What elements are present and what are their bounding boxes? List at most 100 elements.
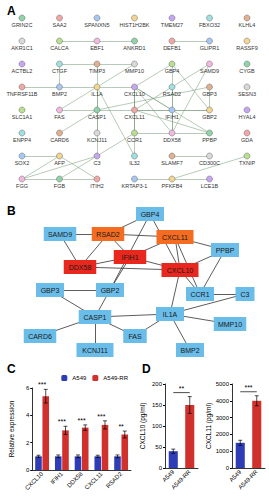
- svg-text:TNFRSF11B: TNFRSF11B: [6, 91, 37, 97]
- svg-text:SLC1A1: SLC1A1: [12, 114, 33, 120]
- svg-text:A549-RR: A549-RR: [103, 375, 128, 381]
- svg-text:GBP2: GBP2: [101, 287, 120, 294]
- svg-text:GRIN2C: GRIN2C: [12, 22, 33, 28]
- svg-text:A549: A549: [161, 468, 176, 483]
- svg-text:CXCL10: CXCL10: [24, 470, 45, 491]
- svg-text:***: ***: [97, 413, 105, 420]
- svg-text:**: **: [118, 423, 124, 430]
- svg-text:50: 50: [155, 444, 162, 450]
- svg-text:CXCL10: CXCL10: [124, 91, 145, 97]
- svg-text:C3: C3: [241, 291, 250, 298]
- svg-text:IL1A: IL1A: [163, 311, 178, 318]
- svg-text:MMP10: MMP10: [125, 68, 144, 74]
- svg-text:IL32: IL32: [129, 160, 140, 166]
- svg-text:SPANXN5: SPANXN5: [84, 22, 109, 28]
- svg-text:4: 4: [26, 412, 30, 418]
- svg-text:2000: 2000: [216, 431, 230, 437]
- svg-text:CCR1: CCR1: [190, 291, 209, 298]
- svg-text:SESN3: SESN3: [238, 91, 256, 97]
- svg-text:**: **: [179, 385, 185, 392]
- svg-text:0: 0: [159, 465, 163, 471]
- svg-text:GBP2: GBP2: [202, 114, 217, 120]
- svg-text:C3: C3: [93, 160, 100, 166]
- svg-text:CXCL10: CXCL10: [167, 267, 194, 274]
- svg-text:FAS: FAS: [54, 114, 65, 120]
- svg-text:SAMD9: SAMD9: [48, 231, 72, 238]
- svg-text:200: 200: [152, 381, 163, 387]
- svg-text:GBP3: GBP3: [41, 287, 60, 294]
- svg-text:GBP4: GBP4: [165, 68, 180, 74]
- svg-text:2: 2: [26, 440, 30, 446]
- svg-text:CTGF: CTGF: [52, 68, 68, 74]
- svg-text:LCE1B: LCE1B: [201, 183, 219, 189]
- svg-text:***: ***: [78, 417, 86, 424]
- svg-text:ENPP4: ENPP4: [13, 137, 31, 143]
- svg-text:0: 0: [226, 465, 230, 471]
- svg-text:0: 0: [26, 467, 30, 473]
- svg-text:CXCL11: CXCL11: [124, 114, 144, 120]
- svg-text:CXCL11: CXCL11: [162, 234, 188, 241]
- svg-text:1000: 1000: [216, 448, 230, 454]
- svg-text:CXCL10 (pg/ml): CXCL10 (pg/ml): [139, 403, 147, 450]
- svg-text:A549: A549: [72, 375, 87, 381]
- svg-text:DDX58: DDX58: [163, 137, 181, 143]
- svg-text:HIST1H2BK: HIST1H2BK: [120, 22, 150, 28]
- svg-text:CCR1: CCR1: [127, 137, 142, 143]
- svg-text:ANKRD1: ANKRD1: [123, 45, 145, 51]
- svg-text:IFIH1: IFIH1: [121, 254, 138, 261]
- svg-text:***: ***: [244, 384, 252, 391]
- svg-text:CALCA: CALCA: [50, 45, 69, 51]
- svg-text:***: ***: [38, 381, 46, 388]
- svg-text:CARD6: CARD6: [50, 137, 69, 143]
- svg-text:A549: A549: [228, 468, 243, 483]
- svg-text:AFP: AFP: [54, 160, 65, 166]
- svg-text:CARD6: CARD6: [28, 333, 52, 340]
- svg-text:D: D: [142, 362, 151, 376]
- svg-text:AKR1C1: AKR1C1: [11, 45, 32, 51]
- svg-text:DDX58: DDX58: [69, 264, 92, 271]
- svg-text:FGB: FGB: [54, 183, 66, 189]
- svg-text:CXCL11: CXCL11: [84, 470, 104, 490]
- svg-text:KCNJ11: KCNJ11: [87, 137, 107, 143]
- svg-text:ITIH2: ITIH2: [90, 183, 103, 189]
- svg-text:3000: 3000: [216, 415, 230, 421]
- svg-text:PFKFB4: PFKFB4: [162, 183, 183, 189]
- svg-text:CASP1: CASP1: [88, 114, 106, 120]
- svg-text:ACTBL2: ACTBL2: [12, 68, 33, 74]
- svg-text:PPBP: PPBP: [202, 137, 217, 143]
- svg-text:TXNIP: TXNIP: [239, 160, 256, 166]
- svg-text:SAMD9: SAMD9: [200, 68, 219, 74]
- svg-text:FGG: FGG: [16, 183, 28, 189]
- svg-text:5000: 5000: [216, 381, 230, 387]
- svg-text:Relative expression: Relative expression: [8, 400, 16, 457]
- svg-text:SOX2: SOX2: [15, 160, 30, 166]
- svg-text:CYGB: CYGB: [239, 68, 255, 74]
- svg-text:IFIH1: IFIH1: [49, 470, 64, 485]
- svg-text:TMEM27: TMEM27: [161, 22, 183, 28]
- svg-text:TIMP3: TIMP3: [89, 68, 105, 74]
- svg-text:MMP10: MMP10: [218, 321, 242, 328]
- svg-text:150: 150: [152, 402, 163, 408]
- svg-text:KLHL4: KLHL4: [239, 22, 256, 28]
- svg-text:DDX58: DDX58: [66, 470, 84, 488]
- svg-text:6: 6: [26, 385, 30, 391]
- svg-text:FBXO32: FBXO32: [199, 22, 220, 28]
- svg-text:GBP3: GBP3: [202, 91, 217, 97]
- svg-text:SAA2: SAA2: [52, 22, 66, 28]
- svg-text:***: ***: [58, 418, 66, 425]
- svg-text:KRTAP3-1: KRTAP3-1: [122, 183, 148, 189]
- svg-text:IFIH1: IFIH1: [165, 114, 178, 120]
- svg-text:RASSF9: RASSF9: [236, 45, 257, 51]
- svg-text:GDA: GDA: [241, 137, 253, 143]
- svg-text:CASP1: CASP1: [84, 314, 107, 321]
- svg-text:4000: 4000: [216, 398, 230, 404]
- svg-text:GLIPR1: GLIPR1: [200, 45, 220, 51]
- svg-text:SLAMF7: SLAMF7: [161, 160, 182, 166]
- svg-text:100: 100: [152, 423, 163, 429]
- svg-text:CD300C: CD300C: [199, 160, 220, 166]
- svg-text:EBF1: EBF1: [90, 45, 104, 51]
- svg-text:GBP4: GBP4: [141, 211, 160, 218]
- svg-text:C: C: [7, 362, 16, 376]
- svg-text:RSAD2: RSAD2: [105, 470, 124, 489]
- svg-text:A: A: [7, 4, 16, 18]
